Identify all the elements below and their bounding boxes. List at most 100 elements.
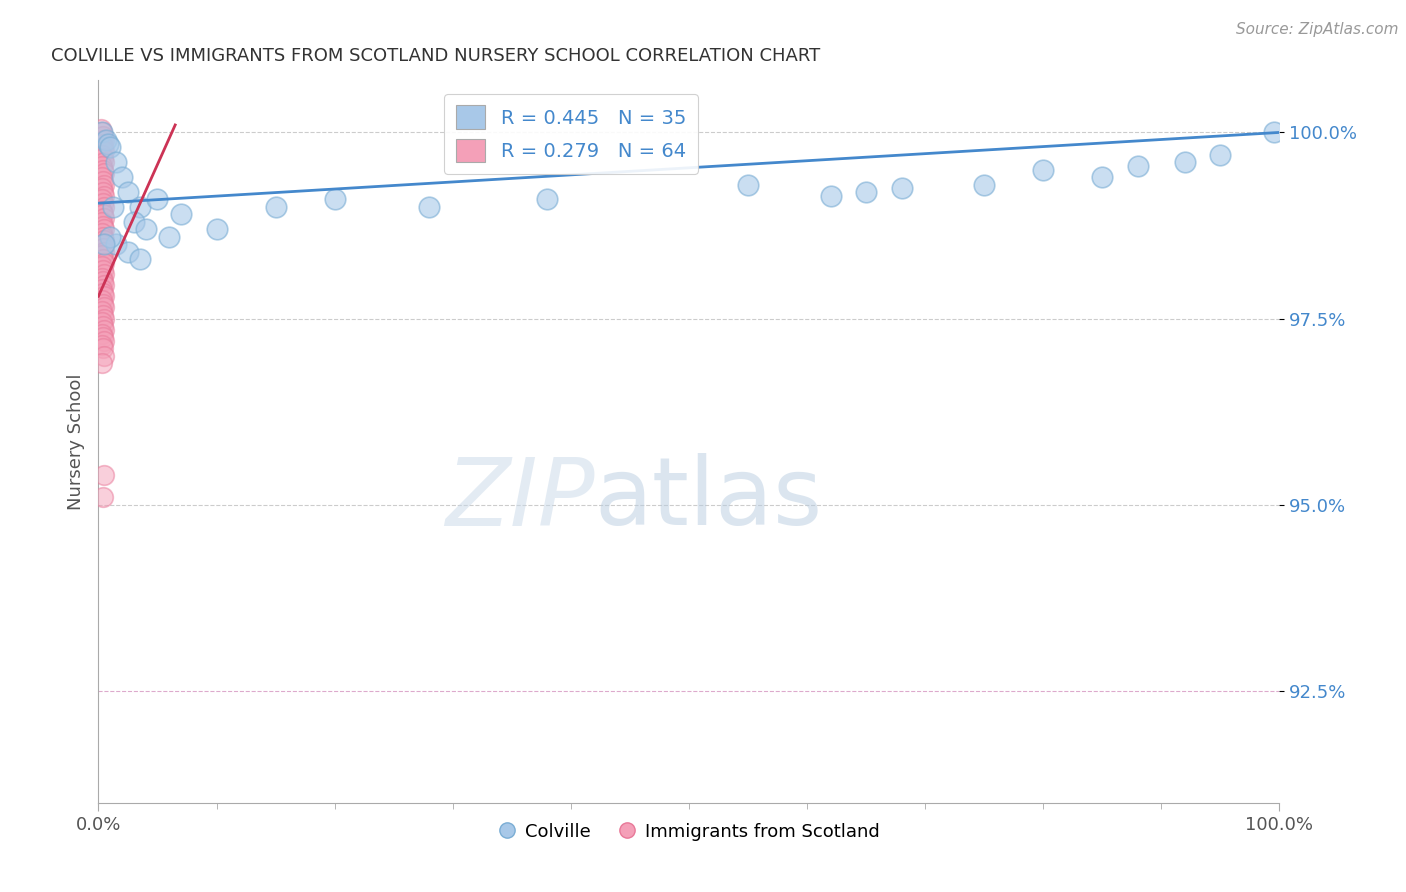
Text: ZIP: ZIP <box>444 454 595 545</box>
Point <box>98 229 121 244</box>
Point <box>97 136 120 151</box>
Point <box>91 326 114 341</box>
Point <box>323 193 346 207</box>
Point <box>93 468 115 483</box>
Point <box>146 193 169 207</box>
Y-axis label: Nursery School: Nursery School <box>66 373 84 510</box>
Point <box>737 178 759 192</box>
Point <box>93 133 115 147</box>
Point <box>855 185 877 199</box>
Text: COLVILLE VS IMMIGRANTS FROM SCOTLAND NURSERY SCHOOL CORRELATION CHART: COLVILLE VS IMMIGRANTS FROM SCOTLAND NUR… <box>51 47 821 65</box>
Point <box>91 491 114 505</box>
Point <box>91 193 114 207</box>
Point <box>93 237 115 252</box>
Point <box>91 136 114 151</box>
Point <box>93 188 115 202</box>
Point <box>91 330 114 344</box>
Point <box>93 200 115 214</box>
Point <box>91 237 114 252</box>
Legend: Colville, Immigrants from Scotland: Colville, Immigrants from Scotland <box>491 815 887 848</box>
Point <box>105 155 128 169</box>
Point <box>264 200 287 214</box>
Point <box>91 203 114 218</box>
Point <box>91 308 114 322</box>
Point <box>973 178 995 192</box>
Point <box>91 162 114 177</box>
Point <box>93 155 115 169</box>
Point <box>91 148 114 162</box>
Point <box>1263 125 1285 139</box>
Point <box>91 170 114 185</box>
Point <box>93 244 115 259</box>
Point <box>90 121 112 136</box>
Point <box>105 237 128 252</box>
Point <box>1126 159 1149 173</box>
Point <box>122 215 145 229</box>
Point <box>93 256 115 270</box>
Point <box>91 274 114 288</box>
Point <box>91 181 114 195</box>
Point <box>93 334 115 348</box>
Point <box>98 140 121 154</box>
Point <box>91 174 114 188</box>
Point <box>91 356 114 370</box>
Point <box>91 297 114 311</box>
Point <box>101 200 124 214</box>
Point <box>128 200 150 214</box>
Point <box>93 144 115 158</box>
Point <box>93 178 115 192</box>
Point <box>91 140 114 154</box>
Point <box>117 185 139 199</box>
Point <box>91 129 114 144</box>
Point <box>135 222 157 236</box>
Point <box>91 342 114 356</box>
Point <box>128 252 150 266</box>
Point <box>1209 148 1232 162</box>
Point <box>91 241 114 255</box>
Point <box>91 315 114 329</box>
Point <box>93 289 115 303</box>
Point <box>91 285 114 300</box>
Point <box>820 188 842 202</box>
Point <box>91 293 114 307</box>
Point <box>1174 155 1197 169</box>
Point <box>890 181 912 195</box>
Point <box>93 349 115 363</box>
Point <box>91 319 114 334</box>
Point <box>91 304 114 318</box>
Point <box>1091 170 1114 185</box>
Point <box>91 248 114 262</box>
Point <box>111 170 134 185</box>
Text: atlas: atlas <box>595 453 823 545</box>
Point <box>418 200 440 214</box>
Point <box>91 215 114 229</box>
Point <box>91 185 114 199</box>
Point <box>93 222 115 236</box>
Point <box>93 267 115 281</box>
Point <box>1032 162 1054 177</box>
Point <box>91 252 114 266</box>
Point <box>91 152 114 166</box>
Point <box>91 260 114 274</box>
Point <box>91 219 114 233</box>
Text: Source: ZipAtlas.com: Source: ZipAtlas.com <box>1236 22 1399 37</box>
Point <box>91 282 114 296</box>
Point <box>93 166 115 180</box>
Point <box>157 229 180 244</box>
Point <box>93 301 115 315</box>
Point <box>93 211 115 225</box>
Point <box>170 207 193 221</box>
Point <box>93 311 115 326</box>
Point <box>93 323 115 337</box>
Point <box>91 125 114 139</box>
Point <box>91 263 114 277</box>
Point <box>91 159 114 173</box>
Point <box>91 196 114 211</box>
Point <box>536 193 558 207</box>
Point <box>91 226 114 240</box>
Point <box>91 270 114 285</box>
Point <box>91 229 114 244</box>
Point <box>91 125 114 139</box>
Point <box>94 133 117 147</box>
Point <box>117 244 139 259</box>
